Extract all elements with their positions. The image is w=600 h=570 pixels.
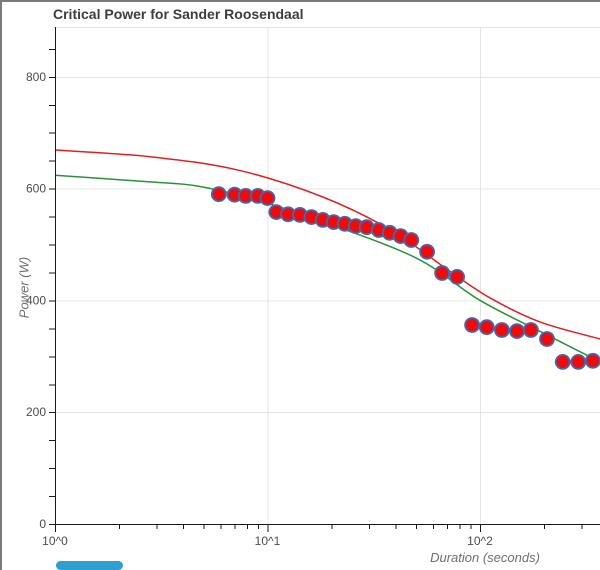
data-point[interactable] bbox=[523, 322, 539, 338]
y-tick-label: 800 bbox=[26, 70, 46, 84]
data-point[interactable] bbox=[585, 352, 600, 369]
x-tick-label: 10^2 bbox=[467, 534, 493, 548]
y-tick-label: 600 bbox=[26, 182, 46, 196]
y-tick-label: 200 bbox=[26, 405, 46, 419]
x-axis-title: Duration (seconds) bbox=[430, 550, 540, 565]
x-tick-label: 10^1 bbox=[255, 534, 281, 548]
data-point[interactable] bbox=[210, 186, 227, 203]
data-point[interactable] bbox=[403, 232, 420, 248]
y-axis-title: Power (W) bbox=[16, 256, 32, 319]
data-point[interactable] bbox=[478, 319, 495, 336]
y-tick-label: 400 bbox=[26, 293, 46, 307]
data-point[interactable] bbox=[570, 353, 587, 370]
chart-title: Critical Power for Sander Roosendaal bbox=[53, 6, 304, 22]
data-point[interactable] bbox=[434, 265, 451, 281]
data-point[interactable] bbox=[419, 243, 436, 260]
data-point[interactable] bbox=[259, 190, 276, 207]
data-point[interactable] bbox=[554, 353, 571, 370]
window-border-left bbox=[0, 0, 2, 570]
window-border-top bbox=[0, 0, 600, 2]
red-curve bbox=[54, 149, 600, 340]
data-point[interactable] bbox=[449, 268, 466, 285]
data-point[interactable] bbox=[509, 323, 525, 340]
data-point[interactable] bbox=[539, 331, 555, 347]
data-point[interactable] bbox=[464, 317, 481, 333]
bottom-scrollbar-thumb[interactable] bbox=[56, 561, 123, 570]
data-point[interactable] bbox=[493, 322, 510, 338]
y-tick-label: 0 bbox=[39, 517, 46, 531]
x-tick-label: 10^0 bbox=[42, 534, 68, 548]
